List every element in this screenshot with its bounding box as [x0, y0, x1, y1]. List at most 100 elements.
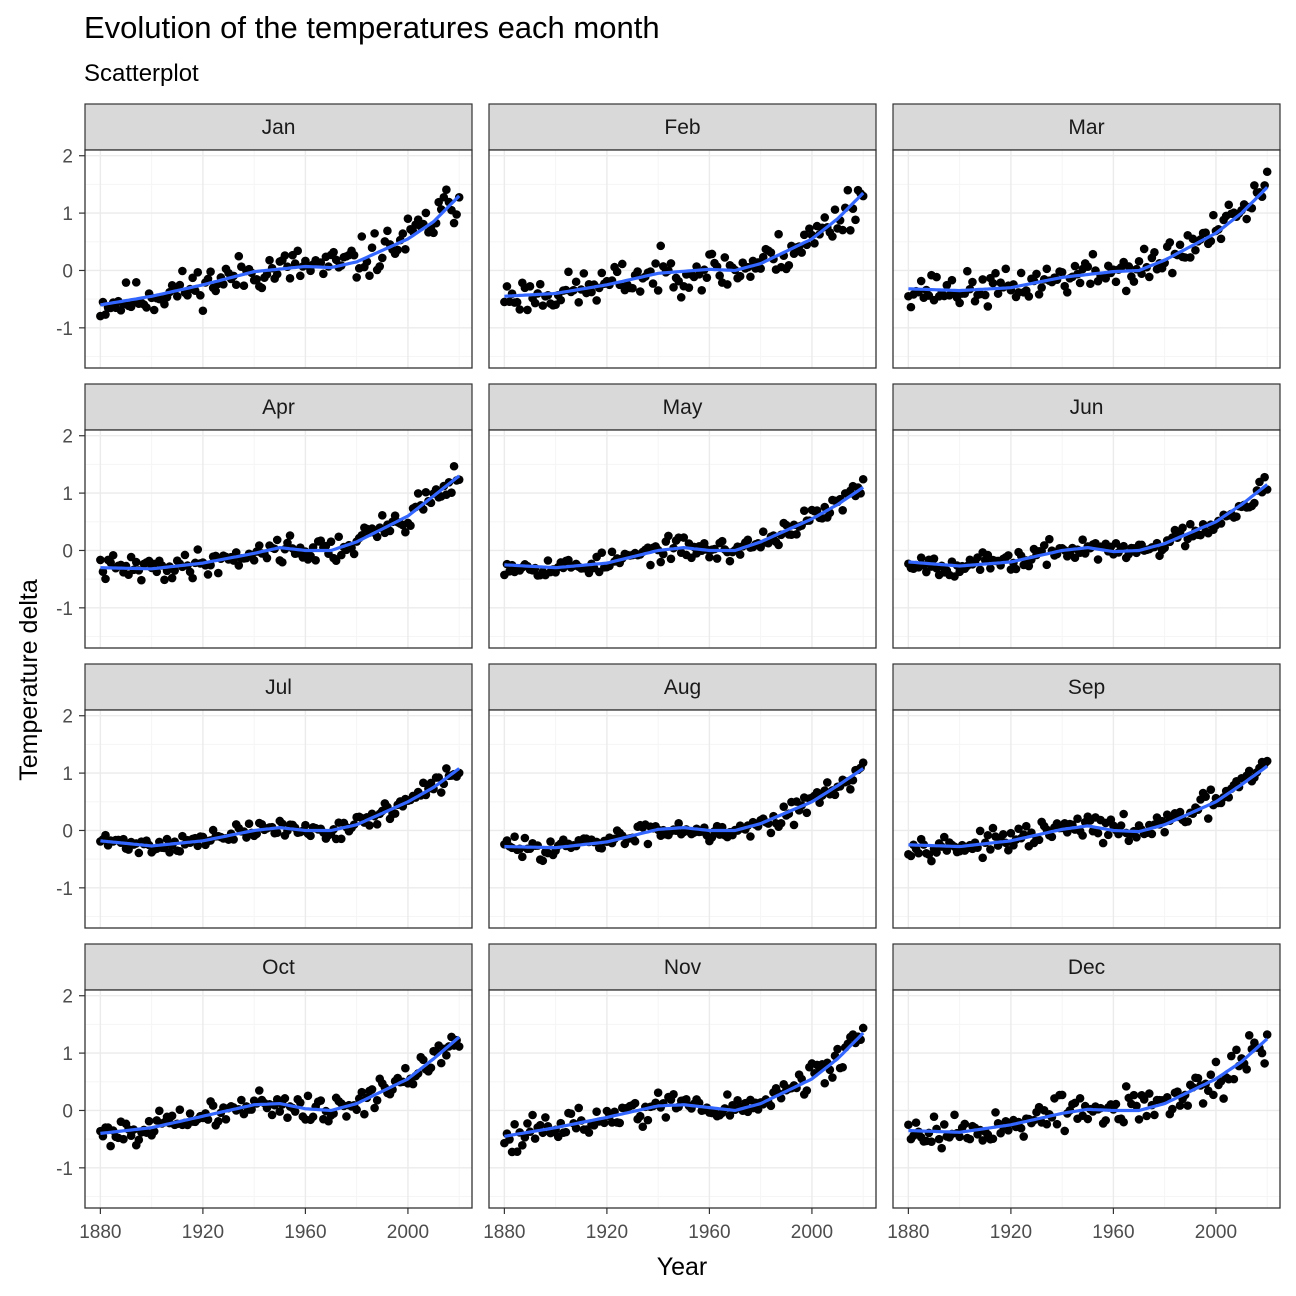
data-point	[295, 271, 305, 281]
facet-strip	[892, 663, 1281, 711]
data-point	[160, 575, 169, 585]
data-point	[1101, 274, 1111, 283]
data-point	[106, 558, 115, 567]
data-point	[331, 255, 341, 265]
data-point	[914, 848, 923, 858]
data-point	[828, 232, 837, 241]
data-point	[208, 1101, 218, 1110]
data-point	[592, 1107, 601, 1116]
data-point	[996, 1128, 1005, 1138]
data-point	[283, 538, 292, 548]
panel-background	[489, 710, 876, 928]
smooth-trend-line	[504, 1031, 865, 1138]
data-point	[518, 1141, 527, 1150]
data-point	[733, 1096, 742, 1105]
data-point	[635, 287, 645, 296]
data-point	[316, 1096, 326, 1105]
panel-border	[892, 709, 1281, 929]
data-point	[978, 853, 988, 863]
facet-mar: Mar	[892, 103, 1281, 369]
data-point	[574, 1103, 584, 1113]
data-point	[564, 555, 573, 565]
data-point	[1201, 228, 1210, 238]
data-point	[319, 269, 328, 279]
data-point	[434, 773, 443, 782]
data-point	[535, 1120, 545, 1130]
data-point	[101, 830, 110, 840]
data-point	[401, 1063, 410, 1073]
data-point	[352, 273, 361, 282]
data-point	[712, 554, 722, 563]
data-point	[784, 260, 794, 270]
data-point	[1045, 534, 1054, 544]
y-tick-label: 2	[62, 987, 73, 1008]
data-point	[725, 556, 735, 566]
y-tick-label: 1	[62, 764, 73, 785]
data-point	[244, 819, 254, 828]
data-point	[365, 271, 374, 280]
data-point	[523, 305, 532, 315]
data-point	[403, 214, 413, 223]
panel-background	[893, 150, 1280, 368]
data-point	[336, 834, 346, 844]
data-point	[342, 1112, 351, 1121]
y-tick-label: -1	[56, 599, 73, 620]
y-tick-label: 2	[62, 147, 73, 168]
data-point	[1227, 1051, 1236, 1061]
data-point	[802, 808, 812, 818]
data-point	[975, 826, 985, 836]
data-point	[1257, 1048, 1267, 1058]
x-tick-label: 1960	[688, 1222, 730, 1243]
data-point	[1211, 1057, 1221, 1067]
smooth-trend-line	[908, 483, 1269, 568]
data-point	[267, 1110, 277, 1120]
data-point	[988, 278, 998, 288]
y-tick-label: -1	[56, 319, 73, 340]
data-point	[702, 273, 712, 282]
data-point	[203, 1115, 213, 1124]
data-point	[203, 570, 213, 579]
data-point	[520, 833, 530, 843]
data-point	[293, 246, 303, 256]
data-point	[1042, 560, 1052, 570]
data-point	[1034, 835, 1044, 845]
data-point	[213, 568, 223, 578]
data-point	[1039, 541, 1049, 550]
x-tick-label: 1920	[990, 1222, 1032, 1243]
data-point	[846, 785, 855, 794]
data-point	[991, 268, 1000, 278]
data-point	[1209, 1090, 1218, 1100]
data-point	[543, 556, 553, 565]
panel-border	[488, 429, 877, 649]
data-point	[121, 278, 131, 287]
data-point	[254, 541, 264, 550]
facet-strip	[488, 103, 877, 151]
data-point	[290, 1107, 300, 1116]
x-tick-label: 1960	[284, 1222, 326, 1243]
data-point	[1024, 561, 1034, 571]
data-point	[221, 1115, 231, 1124]
data-point	[1185, 253, 1195, 262]
data-point	[929, 554, 939, 563]
data-point	[766, 248, 776, 257]
data-point	[630, 1098, 640, 1108]
x-tick-label: 1920	[586, 1222, 628, 1243]
data-point	[1014, 824, 1023, 834]
data-point	[1101, 1116, 1111, 1125]
data-point	[520, 1133, 530, 1142]
data-point	[653, 1088, 663, 1097]
data-point	[280, 1094, 290, 1103]
data-point	[1016, 1123, 1026, 1133]
data-point	[367, 1085, 377, 1094]
data-point	[175, 280, 185, 290]
data-point	[975, 565, 985, 575]
data-point	[390, 809, 400, 818]
data-point	[180, 550, 190, 560]
data-point	[144, 1116, 154, 1126]
data-point	[963, 266, 972, 276]
data-point	[165, 847, 174, 857]
data-point	[372, 1096, 382, 1105]
data-point	[988, 823, 998, 833]
data-point	[1078, 535, 1087, 544]
